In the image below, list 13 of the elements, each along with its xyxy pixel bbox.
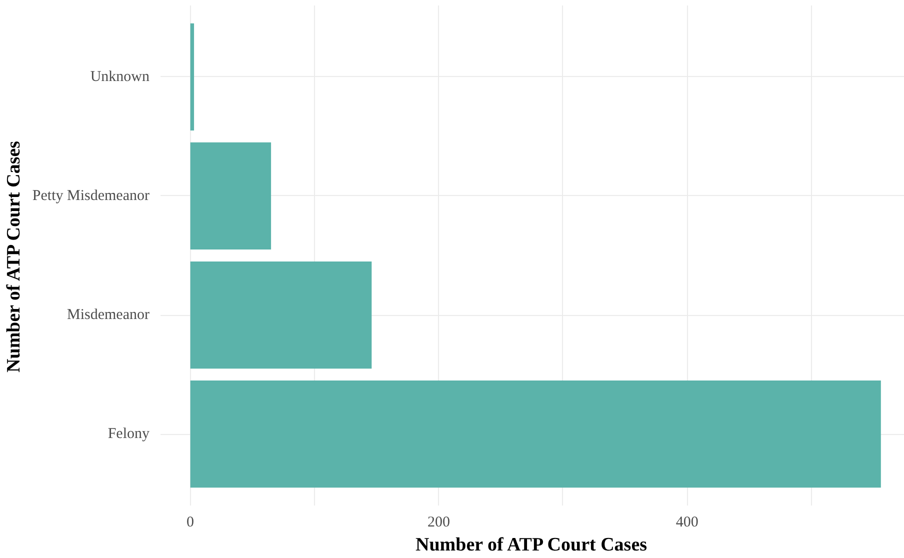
- y-axis-title: Number of ATP Court Cases: [3, 140, 24, 372]
- x-tick-label: 0: [186, 514, 194, 530]
- y-tick-label: Misdemeanor: [67, 307, 150, 324]
- x-tick-label: 200: [427, 514, 450, 530]
- bar: [190, 23, 194, 130]
- bar: [190, 261, 372, 369]
- y-tick-label: Unknown: [90, 68, 150, 85]
- bar: [190, 142, 272, 250]
- y-tick-label: Petty Misdemeanor: [32, 188, 150, 204]
- bar: [190, 380, 881, 488]
- x-tick-label: 400: [676, 514, 698, 530]
- y-tick-label: Felony: [108, 426, 150, 442]
- x-axis-title: Number of ATP Court Cases: [416, 534, 648, 556]
